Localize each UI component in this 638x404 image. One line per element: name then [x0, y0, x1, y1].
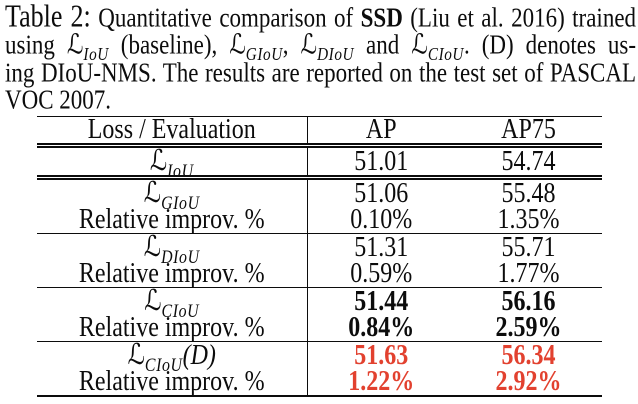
header-row: Loss / Evaluation AP AP75	[37, 114, 602, 148]
caption-bold-ssd: SSD	[360, 2, 403, 33]
loss-subscript: GIoU	[161, 193, 200, 214]
loss-label-cell: Relative improv. %	[37, 258, 308, 289]
caption-line-4: VOC 2007.	[5, 84, 112, 115]
ap-value-cell: 0.10%	[307, 204, 455, 235]
loss-label-cell: Relative improv. %	[37, 204, 308, 235]
loss-symbol: ℒ	[229, 29, 246, 61]
loss-symbol: ℒ	[143, 229, 162, 264]
loss-label-cell: ℒGIoU	[37, 175, 308, 213]
loss-subscript: IoU	[83, 44, 109, 65]
ap75-value-cell: 54.74	[455, 145, 602, 180]
row-loss-ciou: ℒCIoU 51.44 56.16	[37, 285, 602, 321]
ap-value-cell: 51.01	[307, 145, 455, 180]
caption-text: (baseline),	[108, 29, 230, 60]
loss-subscript: CIoU	[427, 44, 464, 65]
row-loss-iou: ℒIoU 51.01 54.74	[37, 143, 602, 181]
loss-subscript: CIoU	[161, 301, 200, 322]
ap75-value-cell: 1.35%	[455, 204, 602, 235]
loss-subscript: IoU	[167, 161, 194, 182]
table-number-label: Table 2:	[5, 0, 91, 34]
loss-symbol: ℒ	[143, 175, 162, 210]
col-header-ap75: AP75	[455, 114, 602, 148]
loss-label-cell: ℒDIoU	[37, 231, 308, 267]
caption-text: Quantitative comparison of	[90, 2, 361, 33]
caption-text: and	[354, 29, 412, 60]
ap-value-cell: 0.84%	[307, 312, 455, 343]
row-loss-diou: ℒDIoU 51.31 55.71	[37, 231, 602, 267]
col-header-loss-evaluation: Loss / Evaluation	[37, 114, 308, 148]
col-header-ap: AP	[307, 114, 455, 148]
loss-subscript: CIoU	[144, 355, 183, 376]
row-relative-improv-ciou-dnms: Relative improv. % 1.22% 2.92%	[37, 366, 602, 398]
loss-symbol: ℒ	[144, 283, 162, 318]
caption-line-3: ing DIoU-NMS. The results are reported o…	[5, 57, 636, 88]
loss-symbol: ℒ	[149, 143, 168, 178]
ap-value-cell: 0.59%	[307, 258, 455, 289]
caption-line-1: Table 2: Quantitative comparison of SSD …	[5, 0, 636, 34]
ap-value-cell: 1.22%	[348, 366, 415, 398]
row-relative-improv-diou: Relative improv. % 0.59% 1.77%	[37, 258, 602, 289]
caption-text: ,	[282, 29, 301, 60]
caption-text: (Liu et al. 2016) trained	[402, 2, 637, 33]
row-relative-improv-giou: Relative improv. % 0.10% 1.35%	[37, 204, 602, 235]
loss-subscript: GIoU	[245, 44, 283, 65]
loss-label-cell: ℒCIoU(D)	[37, 339, 308, 375]
caption-text: using	[5, 29, 67, 60]
ap75-value-cell: 56.16	[501, 285, 556, 317]
loss-label-cell: ℒIoU	[37, 143, 308, 181]
ap-value-cell: 51.63	[354, 339, 409, 371]
caption-line-2: using ℒIoU (baseline), ℒGIoU, ℒDIoU and …	[5, 28, 636, 65]
row-loss-giou: ℒGIoU 51.06 55.48	[37, 175, 602, 213]
ap75-value-cell: 2.59%	[455, 312, 602, 343]
loss-label-cell: Relative improv. %	[37, 366, 308, 397]
loss-label-cell: Relative improv. %	[37, 312, 308, 343]
ap75-value-cell: 55.48	[501, 177, 556, 209]
loss-symbol: ℒ	[66, 29, 84, 61]
ap75-value-cell: 1.77%	[455, 258, 602, 289]
loss-subscript: DIoU	[161, 247, 200, 268]
loss-symbol: ℒ	[127, 337, 145, 372]
loss-label-cell: ℒCIoU	[37, 285, 308, 321]
ap-value-cell: 51.44	[354, 285, 409, 317]
loss-subscript: DIoU	[317, 44, 355, 65]
row-loss-ciou-dnms: ℒCIoU(D) 51.63 56.34	[37, 339, 602, 375]
ap-value-cell: 51.31	[354, 231, 409, 263]
loss-symbol: ℒ	[300, 29, 318, 61]
results-table: Loss / Evaluation AP AP75 ℒIoU 51.01 54.…	[37, 114, 602, 398]
row-relative-improv-ciou: Relative improv. % 0.84% 2.59%	[37, 312, 602, 343]
ap75-value-cell: 2.92%	[495, 366, 562, 398]
ap75-value-cell: 55.71	[501, 231, 556, 263]
dnms-suffix: (D)	[182, 340, 216, 372]
ap-value-cell: 51.06	[354, 177, 409, 209]
ap75-value-cell: 56.34	[501, 339, 556, 371]
loss-symbol: ℒ	[411, 29, 428, 61]
caption-text: . (D) denotes us-	[464, 29, 636, 60]
table-caption: Table 2: Quantitative comparison of SSD …	[0, 0, 638, 115]
